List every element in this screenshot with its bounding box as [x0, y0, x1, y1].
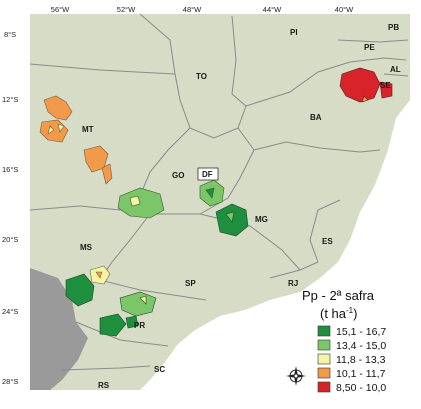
legend-swatch-3	[317, 367, 331, 379]
longitude-labels: 56°W 52°W 48°W 44°W 40°W	[51, 5, 354, 14]
legend-title: Pp - 2ª safra	[302, 288, 375, 303]
state-label-pb: PB	[388, 23, 399, 32]
lon-52: 52°W	[117, 5, 136, 14]
state-borders	[29, 13, 409, 371]
legend: Pp - 2ª safra (t ha-1) 15,1 - 16,7 13,4 -…	[302, 288, 386, 394]
region-pr	[99, 291, 157, 337]
state-label-pe: PE	[364, 43, 375, 52]
legend-unit: (t ha-1)	[320, 306, 357, 321]
region-go	[117, 167, 225, 219]
state-label-sp: SP	[185, 279, 196, 288]
legend-label-0: 15,1 - 16,7	[336, 326, 386, 338]
legend-label-4: 8,50 - 10,0	[336, 382, 386, 394]
state-label-rj: RJ	[288, 279, 298, 288]
legend-swatch-2	[317, 353, 331, 365]
state-label-rs: RS	[98, 381, 110, 390]
neighbor-country	[30, 268, 88, 390]
lat-8: 8°S	[4, 30, 16, 39]
latitude-labels: 8°S 12°S 16°S 20°S 24°S 28°S	[2, 30, 18, 386]
legend-swatch-4	[317, 381, 331, 393]
ocean	[140, 100, 410, 390]
lat-12: 12°S	[2, 95, 18, 104]
state-label-mg: MG	[255, 215, 268, 224]
lon-48: 48°W	[183, 5, 202, 14]
state-label-es: ES	[322, 237, 333, 246]
yield-regions	[39, 67, 393, 337]
state-label-ba: BA	[310, 113, 322, 122]
compass-icon	[286, 366, 306, 386]
legend-swatch-0	[317, 325, 331, 337]
state-label-al: AL	[390, 65, 401, 74]
lon-40: 40°W	[335, 5, 354, 14]
lon-44: 44°W	[263, 5, 282, 14]
state-label-go: GO	[172, 171, 184, 180]
lon-56: 56°W	[51, 5, 70, 14]
legend-unit-exp: -1	[346, 306, 354, 315]
state-label-pi: PI	[290, 28, 298, 37]
legend-label-3: 10,1 - 11,7	[336, 368, 386, 380]
region-mg	[215, 203, 249, 237]
state-labels: PI PB PE AL SE TO BA MT GO DF MG ES MS S…	[80, 23, 401, 390]
lat-20: 20°S	[2, 235, 18, 244]
state-label-mt: MT	[82, 125, 94, 134]
state-label-to: TO	[196, 72, 207, 81]
legend-label-2: 11,8 - 13,3	[336, 354, 386, 366]
legend-unit-close: )	[353, 306, 357, 321]
region-mt	[39, 95, 113, 185]
state-label-ms: MS	[80, 243, 93, 252]
legend-items: 15,1 - 16,7 13,4 - 15,0 11,8 - 13,3 10,1 - …	[317, 325, 386, 394]
state-label-df: DF	[202, 170, 213, 179]
region-ms-south	[65, 273, 95, 307]
state-label-sc: SC	[154, 365, 165, 374]
legend-label-1: 13,4 - 15,0	[336, 340, 386, 352]
lat-16: 16°S	[2, 165, 18, 174]
legend-swatch-1	[317, 339, 331, 351]
legend-unit-base: (t ha	[320, 306, 347, 321]
state-label-pr: PR	[134, 321, 145, 330]
lat-24: 24°S	[2, 307, 18, 316]
region-ms	[89, 265, 111, 285]
lat-28: 28°S	[2, 377, 18, 386]
state-label-se: SE	[380, 81, 391, 90]
region-ba	[339, 67, 393, 103]
